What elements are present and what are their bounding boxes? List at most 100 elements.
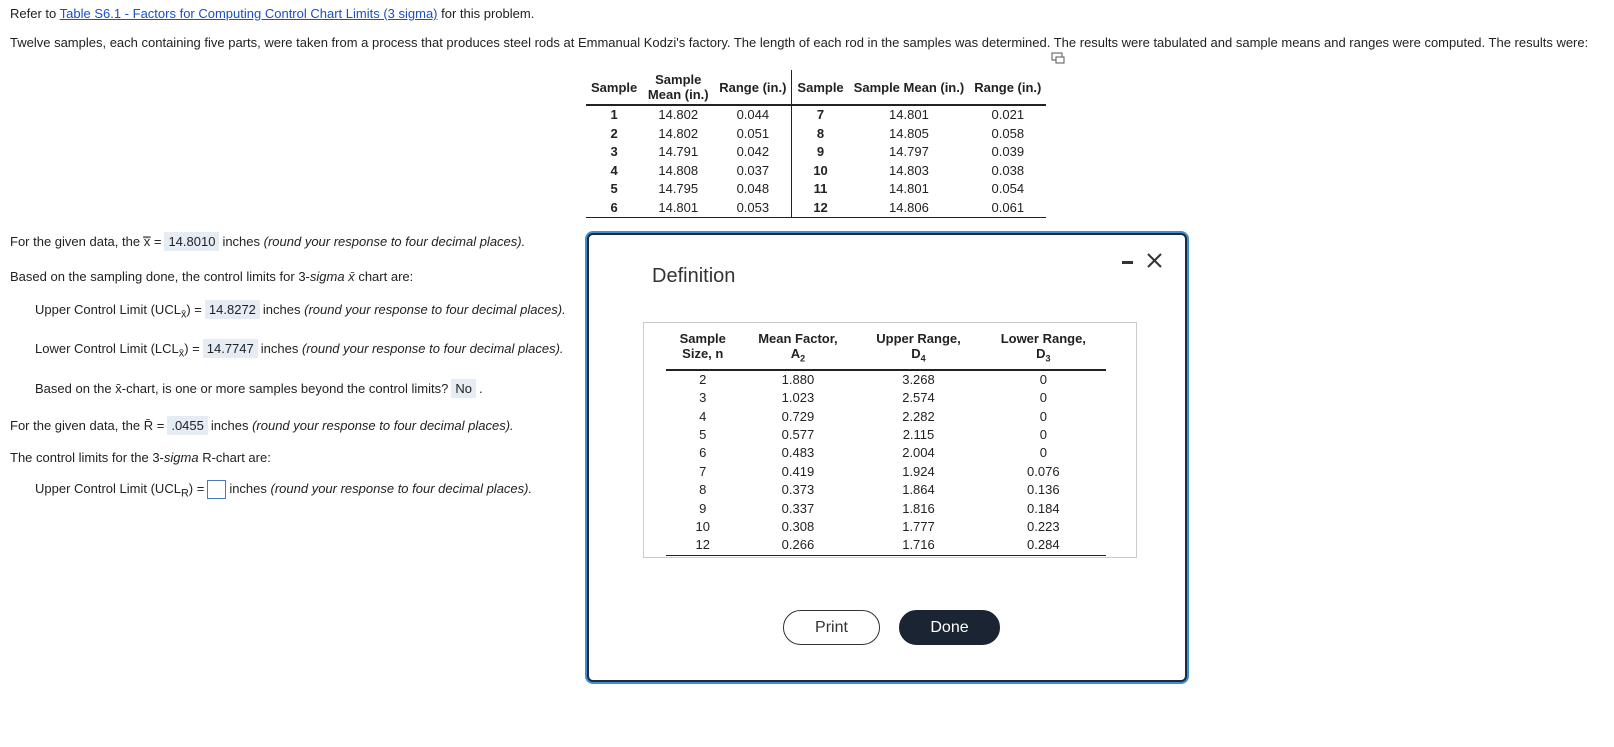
close-button[interactable] [1147,253,1162,268]
column-header: Sample [586,70,643,106]
problem-text: Twelve samples, each containing five par… [10,35,1589,50]
text: Based on the [35,381,112,396]
table-row: 5 14.795 0.048 11 14.801 0.054 [586,180,1046,199]
header-text: Mean Factor, [758,331,838,346]
answer-field[interactable]: 14.7747 [202,339,258,358]
table-cell: 1.924 [902,463,935,479]
table-cell: 0.373 [781,482,815,498]
table-cell: 0.054 [991,181,1025,197]
column-header: Mean Factor, A2 [739,331,857,371]
question-line: Upper Control Limit (UCLx̄) = 14.8272 inch… [35,300,566,321]
done-button[interactable]: Done [899,610,1000,645]
column-header: Sample Mean (in.) [848,70,970,106]
text: ) = [184,341,200,356]
table-cell: 0.061 [969,198,1047,218]
data-table: Sample Sample Mean (in.) Range (in.) Sample… [586,70,1047,218]
table-cell: 0.136 [1027,482,1060,498]
intro-suffix: for this problem. [441,6,535,21]
table-cell: 2.282 [902,408,935,424]
table-row: 3 14.791 0.042 9 14.797 0.039 [586,143,1046,162]
answer-field[interactable]: 14.8272 [204,300,260,319]
table-row: 2 1.880 3.268 0 [666,370,1106,389]
table-cell: 2 [610,125,618,141]
text: (round your response to four decimal pla… [270,480,533,496]
element: 2 1.880 3.268 0 3 1.023 2.574 0 4 0.729 2.282 0 5 0.5… [666,370,1106,556]
element: Sample Sample Mean (in.) Range (in.) Sample… [586,70,1047,106]
table-row: 3 1.023 2.574 0 [666,389,1106,407]
header-symbol: D3 [981,346,1106,367]
copy-icon[interactable] [1051,52,1065,64]
table-row: 5 0.577 2.115 0 [666,426,1106,444]
table-cell: 0.483 [781,445,815,461]
text: inches [260,341,299,356]
text: -chart, is one or more samples beyond th… [121,381,449,396]
answer-field[interactable]: .0455 [167,416,208,435]
table-cell: 14.808 [658,162,699,178]
text: . [478,381,483,396]
question-line: Upper Control Limit (UCLR) = inches (roun… [35,480,532,500]
answer-field[interactable]: No [451,379,476,398]
header-text: Sample Size, n [679,331,726,361]
table-row: 8 0.373 1.864 0.136 [666,481,1106,499]
print-button[interactable]: Print [783,610,880,645]
table-row: 10 0.308 1.777 0.223 [666,518,1106,536]
table-row: 4 0.729 2.282 0 [666,407,1106,425]
text: (round your response to four decimal pla… [301,341,564,356]
answer-field[interactable]: 14.8010 [164,232,220,251]
table-cell: 0.021 [991,107,1025,123]
text: (round your response to four decimal pla… [304,302,566,317]
element: Sample Sample Mean (in.) Range (in.) Sample… [586,70,1047,106]
table-row: 6 14.801 0.053 12 14.806 0.061 [586,198,1047,218]
text: inches [210,418,249,433]
table-cell: 6 [586,198,643,218]
table-row: 2 14.802 0.051 8 14.805 0.058 [586,124,1046,143]
table-cell: 0.039 [991,144,1025,160]
table-cell: 0.042 [714,143,793,162]
table-cell: 1.864 [902,482,935,498]
table-cell: 0.284 [980,536,1106,556]
text: ) = [186,302,202,317]
table-row: 12 0.266 1.716 0.284 [666,536,1106,556]
table-cell: 14.802 [658,125,699,141]
table-cell: 0.051 [714,124,793,143]
text: chart are: [358,269,414,284]
text: x̄ [115,381,122,396]
table-cell: 0 [1039,445,1047,461]
text: For the given data, the [10,234,141,249]
table-link[interactable]: Table S6.1 - Factors for Computing Contr… [59,6,438,21]
table-cell: 2.115 [902,426,935,442]
element [1055,56,1065,64]
table-cell: 0.076 [1027,463,1060,479]
table-cell: 3 [699,390,707,406]
table-cell: 5 [610,181,618,197]
table-row: 4 14.808 0.037 10 14.803 0.038 [586,161,1046,180]
text: Upper Control Limit (UCL [35,302,181,317]
table-cell: 0 [1039,426,1047,442]
text: The control limits for the 3- [10,450,164,465]
element: Sample Size, n Mean Factor, A2 Upper Range,… [666,331,1106,371]
header-text: Upper Range, [876,331,961,346]
table-cell: 0.048 [714,180,793,199]
table-row: 9 0.337 1.816 0.184 [666,499,1106,517]
column-header: Sample Mean (in.) [642,70,715,106]
element [1147,253,1162,268]
table-cell: 14.797 [889,144,929,160]
minimize-button[interactable] [1122,261,1133,264]
intro-prefix: Refer to [10,6,57,21]
table-cell: 11 [813,181,828,197]
dialog-title: Definition [652,265,736,287]
text: = [156,418,165,433]
text: R-chart are: [202,450,271,465]
question-line: For the given data, the x̿ = 14.8010 inche… [10,232,525,251]
text: Lower Control Limit (LCL [35,341,179,356]
table-row: 7 0.419 1.924 0.076 [666,463,1106,481]
table-cell: 1 [610,107,618,123]
header-symbol: A2 [740,346,857,367]
table-cell: 14.801 [889,181,929,197]
table-cell: 1.777 [902,518,935,534]
element: Sample Size, n Mean Factor, A2 Upper Range,… [666,331,1106,371]
answer-input[interactable] [207,480,227,499]
table-cell: 14.801 [642,198,715,218]
text: = [153,234,162,249]
